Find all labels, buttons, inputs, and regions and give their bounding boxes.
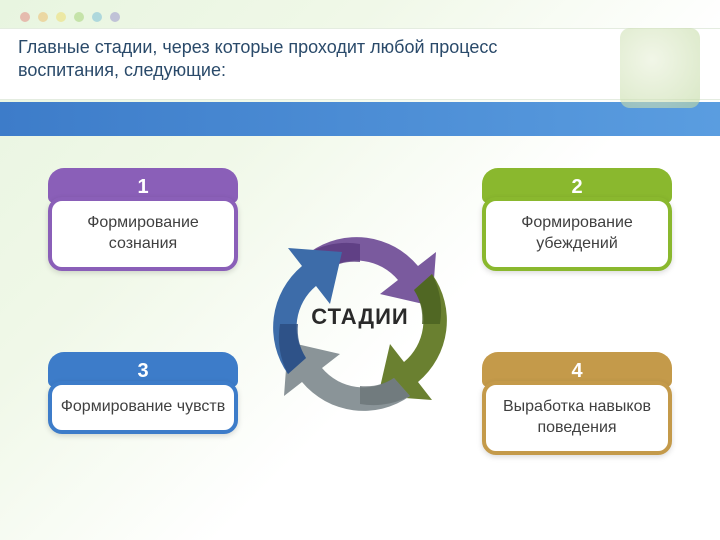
center-label: СТАДИИ (311, 304, 408, 330)
top-decoration (0, 4, 720, 24)
stage-text: Формирование убеждений (482, 197, 672, 271)
stage-card-2: 2 Формирование убеждений (482, 168, 672, 271)
stage-card-4: 4 Выработка навыков поведения (482, 352, 672, 455)
stage-text: Выработка навыков поведения (482, 381, 672, 455)
stage-text: Формирование чувств (48, 381, 238, 434)
stage-text: Формирование сознания (48, 197, 238, 271)
corner-image-placeholder (620, 28, 700, 108)
blue-band (0, 102, 720, 136)
stage-card-3: 3 Формирование чувств (48, 352, 238, 434)
page-title: Главные стадии, через которые проходит л… (18, 36, 558, 83)
stage-card-1: 1 Формирование сознания (48, 168, 238, 271)
